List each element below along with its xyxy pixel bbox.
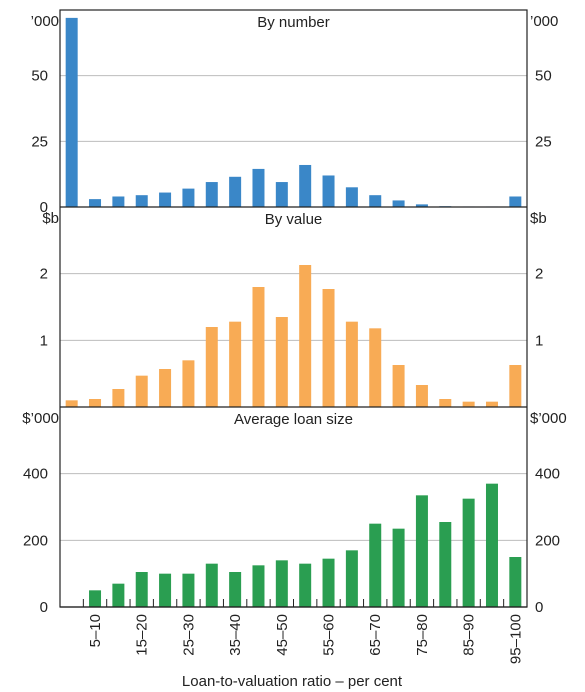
- bar-70–75: [392, 365, 405, 407]
- x-tick-label: 5–10: [87, 614, 104, 647]
- bar-15–20: [135, 195, 148, 207]
- panel-2: 1 2 1 2 $b $b By value: [40, 210, 547, 407]
- bar-55–60: [322, 289, 335, 407]
- panel-title: By number: [257, 14, 330, 31]
- y-tick-label-left: 25: [31, 133, 48, 150]
- panel-3: 0 200 400 0 200 400 $’000 $’000 Average loan siz…: [22, 410, 566, 616]
- unit-label-right: ’000: [530, 13, 558, 30]
- bar-45–50: [275, 317, 288, 407]
- bar-85–90: [462, 498, 475, 607]
- panel-1: 0 25 50 25 50 ’000 ’000 By number: [31, 13, 559, 216]
- y-tick-label-right: 1: [535, 332, 543, 349]
- bar-95–100: [509, 365, 522, 407]
- unit-label-left: ’000: [31, 13, 59, 30]
- y-tick-label-left: 0: [40, 599, 48, 616]
- bar-65–70: [369, 328, 382, 407]
- bar-45–50: [275, 560, 288, 607]
- x-axis-tick-labels: 5–10 15–20 25–30 35–40 45–50 55–60 65–70 75–80 8…: [87, 614, 524, 664]
- bar-70–75: [392, 200, 405, 207]
- bar-30–35: [205, 182, 218, 207]
- bar-35–40: [229, 321, 242, 407]
- bar-35–40: [229, 176, 242, 207]
- bar-0–5: [65, 400, 78, 407]
- x-tick-label: 65–70: [367, 614, 384, 656]
- bar-70–75: [392, 528, 405, 607]
- bar-40–45: [252, 168, 265, 207]
- y-tick-label-left: 0: [40, 199, 48, 216]
- bar-60–65: [345, 187, 358, 207]
- bar-10–15: [112, 196, 125, 207]
- bar-75–80: [415, 385, 428, 407]
- y-tick-label-left: 1: [40, 332, 48, 349]
- plot-border: [59, 9, 528, 608]
- bar-45–50: [275, 182, 288, 207]
- x-tick-label: 85–90: [461, 614, 478, 656]
- unit-label-right: $’000: [530, 410, 567, 427]
- bar-95–100: [509, 557, 522, 607]
- y-tick-label-left: 400: [23, 466, 48, 483]
- bar-90–95: [485, 483, 498, 607]
- bar-80–85: [439, 522, 452, 607]
- unit-label-right: $b: [530, 210, 547, 227]
- bar-5–10: [89, 199, 102, 207]
- y-tick-label-right: 400: [535, 466, 560, 483]
- bar-20–25: [159, 192, 172, 207]
- bar-90–95: [485, 401, 498, 407]
- y-tick-label-right: 50: [535, 68, 552, 85]
- y-tick-label-left: 2: [40, 266, 48, 283]
- x-tick-label: 35–40: [227, 614, 244, 656]
- bar-35–40: [229, 572, 242, 607]
- y-tick-label-left: 50: [31, 68, 48, 85]
- bar-25–30: [182, 188, 195, 207]
- bar-55–60: [322, 175, 335, 207]
- bar-5–10: [89, 590, 102, 607]
- x-tick-label: 15–20: [134, 614, 151, 656]
- chart-panels: 0 25 50 25 50 ’000 ’000 By number 1 2 1 2 $b $b By val…: [22, 13, 566, 616]
- bar-50–55: [299, 265, 312, 407]
- x-tick-label: 55–60: [321, 614, 338, 656]
- bar-5–10: [89, 399, 102, 407]
- bar-0–5: [65, 17, 78, 207]
- y-tick-label-right: 0: [535, 599, 543, 616]
- x-axis-title: Loan-to-valuation ratio – per cent: [182, 673, 403, 690]
- bar-15–20: [135, 572, 148, 607]
- bar-15–20: [135, 375, 148, 407]
- bar-75–80: [415, 495, 428, 607]
- bar-65–70: [369, 195, 382, 207]
- bar-30–35: [205, 327, 218, 407]
- unit-label-left: $b: [42, 210, 59, 227]
- x-tick-label: 45–50: [274, 614, 291, 656]
- bar-25–30: [182, 360, 195, 407]
- bar-60–65: [345, 550, 358, 607]
- bar-40–45: [252, 565, 265, 607]
- x-tick-label: 75–80: [414, 614, 431, 656]
- bar-40–45: [252, 287, 265, 407]
- y-tick-label-left: 200: [23, 532, 48, 549]
- y-tick-label-right: 25: [535, 133, 552, 150]
- bar-85–90: [462, 401, 475, 407]
- chart-frame: [59, 9, 528, 608]
- bar-60–65: [345, 321, 358, 407]
- x-tick-label: 95–100: [507, 614, 524, 664]
- bar-20–25: [159, 573, 172, 607]
- y-tick-label-right: 200: [535, 532, 560, 549]
- bar-10–15: [112, 389, 125, 407]
- unit-label-left: $’000: [22, 410, 59, 427]
- bar-55–60: [322, 558, 335, 607]
- bar-20–25: [159, 369, 172, 407]
- panel-title: By value: [265, 211, 323, 228]
- bar-50–55: [299, 164, 312, 207]
- bar-95–100: [509, 196, 522, 207]
- bar-25–30: [182, 573, 195, 607]
- bar-10–15: [112, 583, 125, 607]
- x-tick-label: 25–30: [180, 614, 197, 656]
- bar-65–70: [369, 523, 382, 607]
- bar-75–80: [415, 204, 428, 207]
- bar-50–55: [299, 563, 312, 607]
- y-tick-label-right: 2: [535, 266, 543, 283]
- bar-80–85: [439, 399, 452, 407]
- bar-30–35: [205, 563, 218, 607]
- panel-title: Average loan size: [234, 411, 353, 428]
